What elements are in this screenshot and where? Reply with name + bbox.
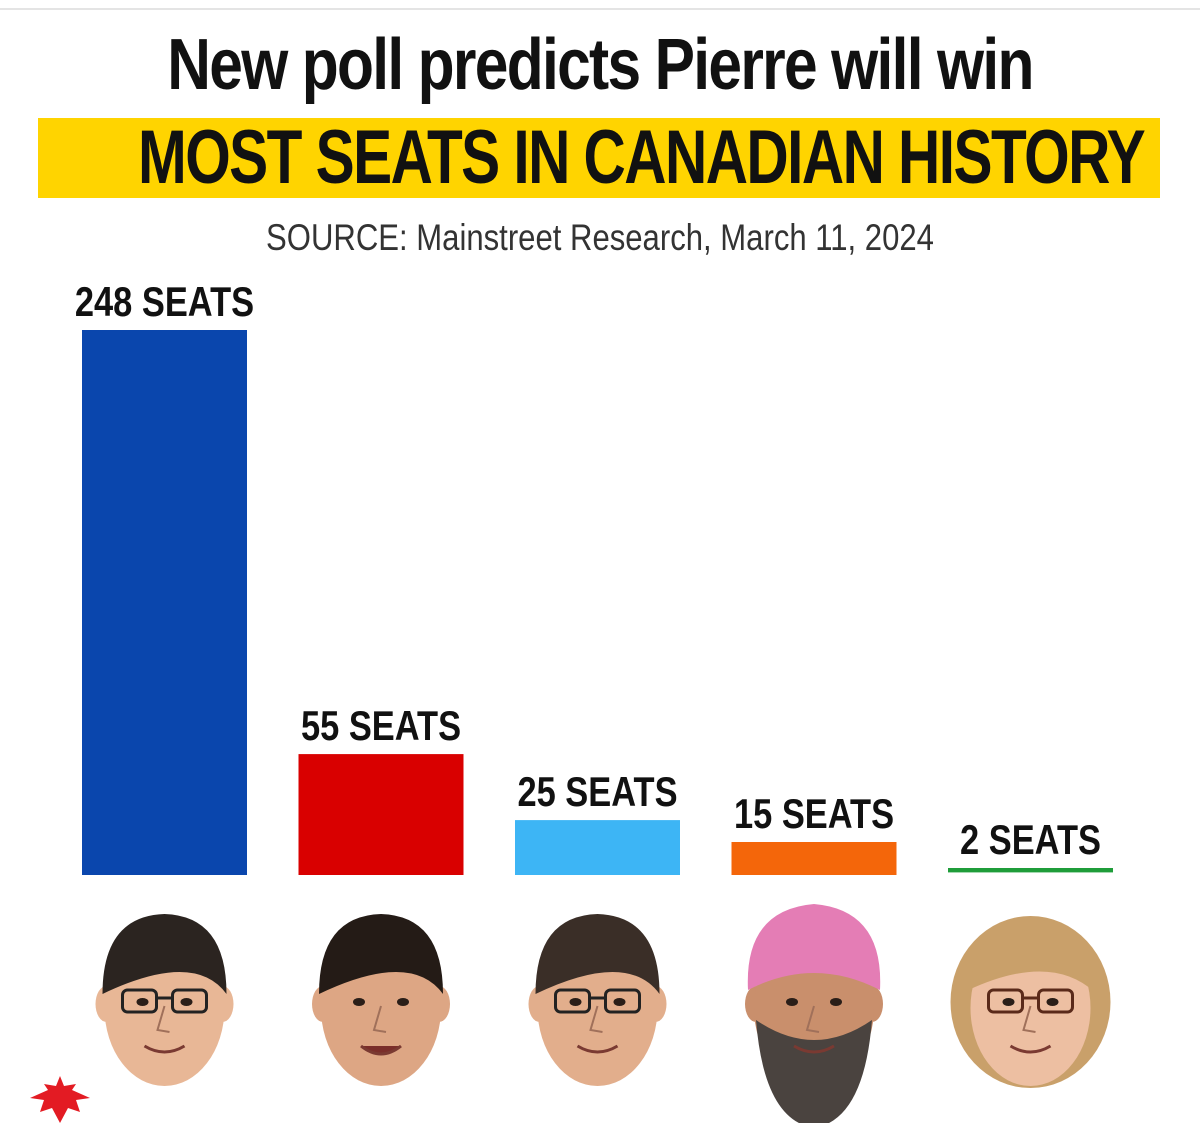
face-icon-2	[312, 914, 450, 1086]
bars-layer	[82, 330, 1113, 875]
bar-4	[731, 842, 897, 875]
bar-data-label-3: 25 SEATS	[517, 769, 677, 816]
bar-data-label-2: 55 SEATS	[301, 703, 461, 750]
faces-layer	[95, 904, 1111, 1123]
source-line: SOURCE: Mainstreet Research, March 11, 2…	[266, 217, 934, 258]
bar-data-label-1: 248 SEATS	[75, 279, 254, 326]
bar-data-label-4: 15 SEATS	[734, 791, 894, 838]
top-divider	[0, 8, 1200, 10]
highlight-band	[38, 118, 1160, 198]
bar-3	[515, 820, 680, 875]
maple-leaf-icon	[30, 1076, 90, 1123]
bar-1	[82, 330, 247, 875]
bar-data-label-5: 2 SEATS	[960, 817, 1101, 864]
face-icon-4	[745, 904, 883, 1123]
bar-2	[298, 754, 464, 875]
headline: New poll predicts Pierre will win	[167, 25, 1034, 105]
maple-leaf-shape	[30, 1076, 90, 1123]
highlight-headline: MOST SEATS IN CANADIAN HISTORY	[138, 115, 1146, 200]
bar-5	[948, 868, 1113, 873]
data-labels-layer: 248 SEATS 55 SEATS 25 SEATS 15 SEATS 2 SEATS	[75, 279, 1101, 864]
face-icon-3	[528, 914, 667, 1086]
face-icon-5	[950, 916, 1111, 1088]
face-icon-1	[95, 914, 234, 1086]
